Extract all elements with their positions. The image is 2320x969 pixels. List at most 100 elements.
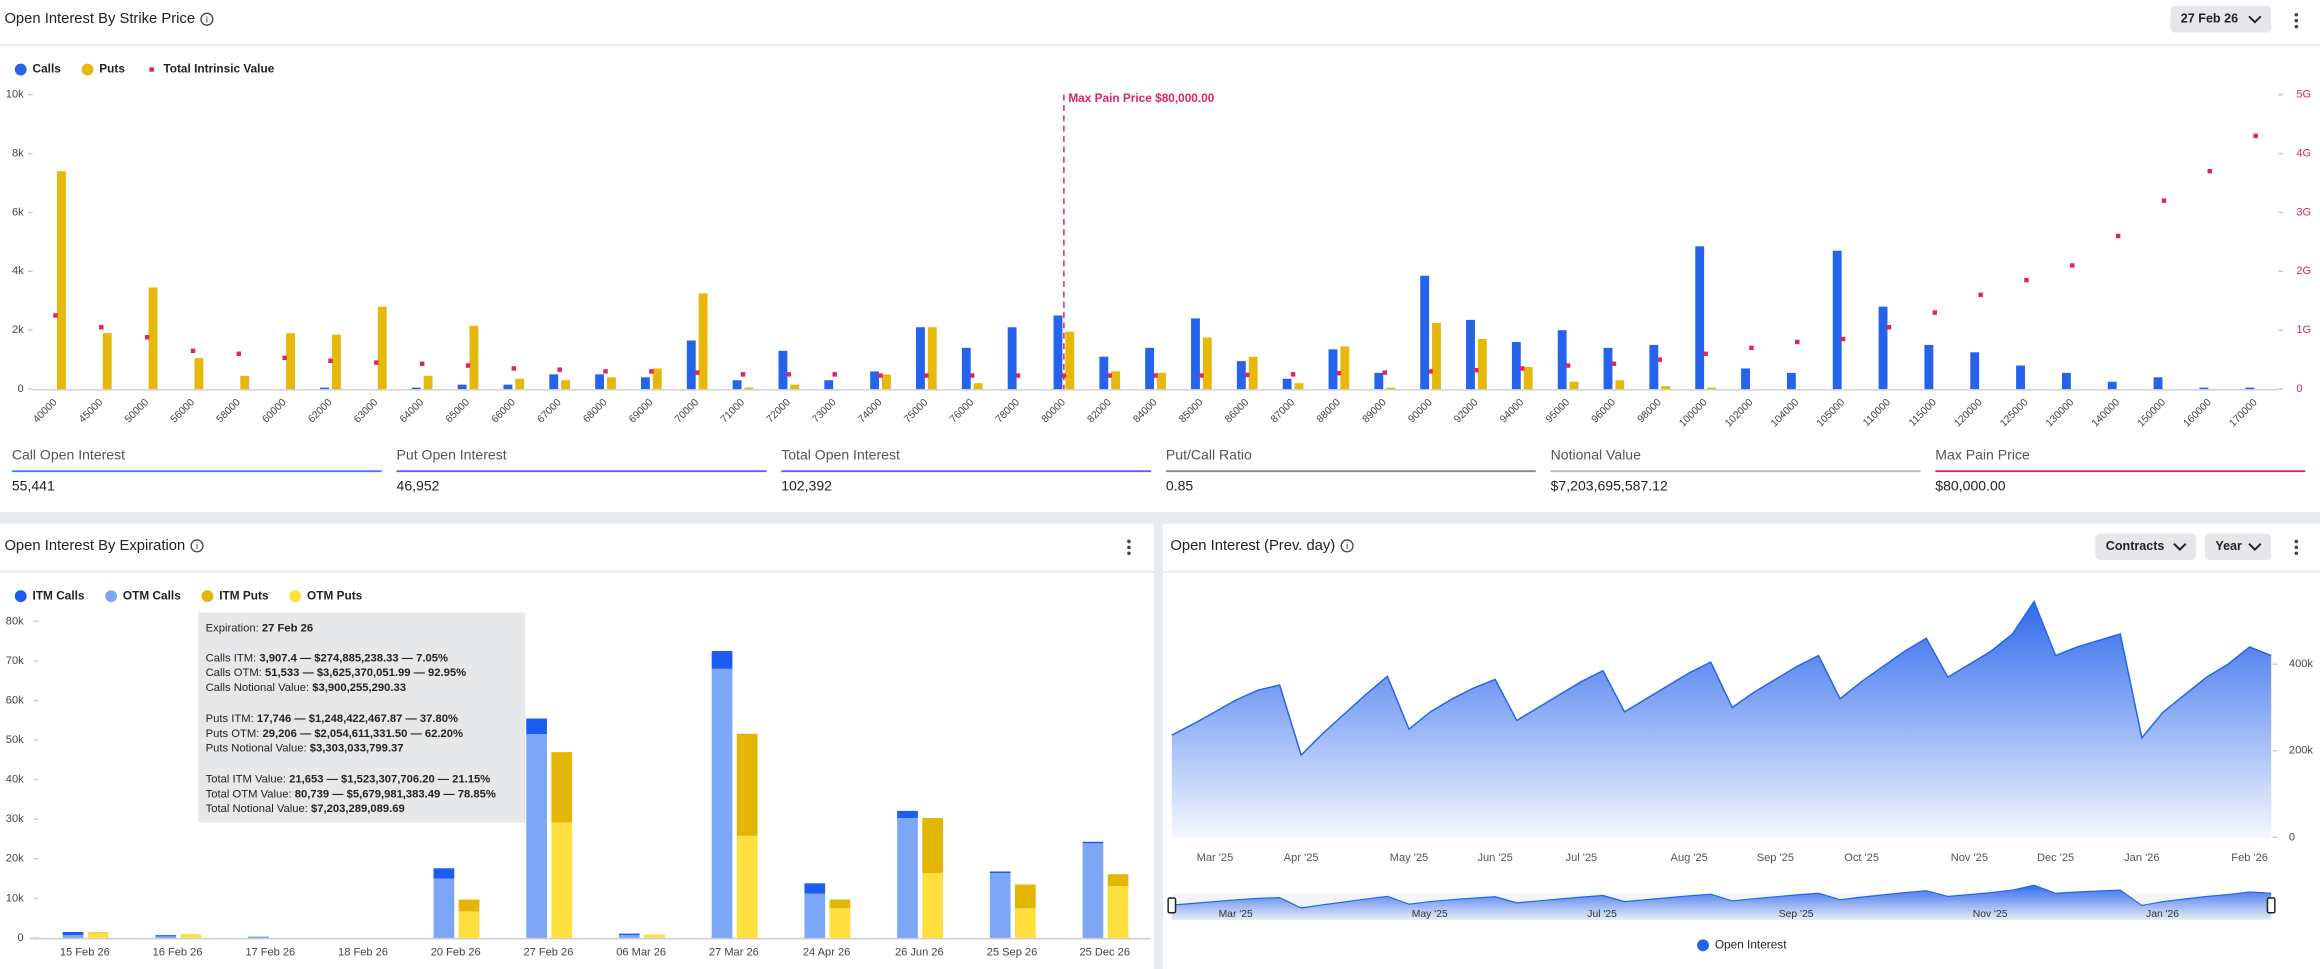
stat-value: $80,000.00 <box>1935 477 2005 493</box>
x-tick-label: 25 Sep 26 <box>987 947 1038 959</box>
intrinsic-value-point <box>1611 361 1617 366</box>
dropdown-button[interactable]: 27 Feb 26 <box>2170 5 2272 33</box>
bar-segment <box>155 935 177 937</box>
bar-segment <box>458 911 480 938</box>
bar <box>1615 380 1625 390</box>
bar-segment <box>1015 884 1036 909</box>
stat-label: Put Open Interest <box>397 446 507 462</box>
y-tick-label: 10k <box>6 892 24 904</box>
x-tick-label: 27 Mar 26 <box>709 947 759 959</box>
intrinsic-value-point <box>603 369 608 374</box>
info-icon <box>1340 539 1354 553</box>
info-icon-glyph: i <box>1346 541 1348 551</box>
intrinsic-value-point <box>1382 370 1387 375</box>
intrinsic-value-point <box>1840 336 1846 342</box>
y-tick-label: 2k <box>12 324 24 336</box>
bar <box>1569 381 1579 390</box>
x-tick-label: Sep '25 <box>1757 852 1794 864</box>
bar <box>606 377 616 390</box>
legend-label: OTM Puts <box>307 588 363 602</box>
dropdown-label: Year <box>2215 539 2242 553</box>
tooltip-line: Calls OTM: 51,533 — $3,625,370,051.99 — … <box>206 667 466 679</box>
y2-tick-label: 3G <box>2296 206 2311 218</box>
bar-segment <box>1082 843 1104 938</box>
bar <box>411 387 421 390</box>
tooltip-value: 27 Feb 26 <box>262 623 313 635</box>
intrinsic-value-point <box>1749 345 1754 351</box>
bar-segment <box>736 835 758 938</box>
x-tick-label: 16 Feb 26 <box>153 947 203 959</box>
x-tick-label: 17 Feb 26 <box>245 947 295 959</box>
y-tick-label: 80k <box>6 615 24 627</box>
navigator-handle[interactable] <box>1167 897 1177 914</box>
navigator-handle[interactable] <box>2266 897 2276 914</box>
bar <box>1340 346 1350 390</box>
y-tick-label: 30k <box>6 813 24 825</box>
intrinsic-value-point <box>1932 310 1938 315</box>
intrinsic-value-point <box>1565 363 1571 368</box>
bar-segment <box>551 822 573 938</box>
x-tick-label: Nov '25 <box>1951 852 1988 864</box>
y-tick-label: 400k <box>2289 658 2313 670</box>
bar <box>102 333 112 390</box>
bar <box>515 378 525 390</box>
intrinsic-value-point <box>1703 351 1708 356</box>
legend-swatch <box>14 63 27 76</box>
dropdown-button[interactable]: Contracts <box>2095 533 2197 560</box>
bar-segment <box>711 668 733 938</box>
x-tick-label: May '25 <box>1390 852 1428 864</box>
info-icon <box>200 12 214 26</box>
intrinsic-value-point <box>557 367 562 372</box>
intrinsic-value-point <box>190 348 196 354</box>
bar <box>927 327 937 390</box>
legend-label: Open Interest <box>1715 937 1787 951</box>
bar <box>1878 306 1888 390</box>
tooltip-line: Calls ITM: 3,907.4 — $274,885,238.33 — 7… <box>206 652 448 664</box>
bar-segment <box>618 935 640 938</box>
y-tick-label: 4k <box>12 265 24 277</box>
bar <box>732 380 742 390</box>
y-tick-label: 70k <box>6 655 24 667</box>
intrinsic-value-point <box>419 361 425 366</box>
bar <box>744 387 754 390</box>
panel-strike <box>0 0 2320 512</box>
tooltip-line: Total ITM Value: 21,653 — $1,523,307,706… <box>206 774 491 786</box>
legend-swatch <box>105 590 118 603</box>
bar <box>1248 356 1258 390</box>
bar <box>1603 347 1613 390</box>
bar <box>469 325 479 390</box>
legend-swatch <box>149 67 154 72</box>
bar-segment <box>736 733 758 836</box>
bar <box>286 333 296 390</box>
intrinsic-value-point <box>1290 372 1296 377</box>
panel-title: Open Interest By Strike Price <box>4 11 195 27</box>
bar <box>1386 387 1396 390</box>
area-fill <box>1171 601 2272 838</box>
bar-segment <box>829 899 851 909</box>
y-tick-label: 50k <box>6 734 24 746</box>
x-tick-label: 25 Dec 26 <box>1080 947 1131 959</box>
navigator-line <box>1171 884 2272 909</box>
menu-button[interactable] <box>2294 539 2299 556</box>
menu-button[interactable] <box>2294 13 2299 29</box>
bar-segment <box>922 873 943 938</box>
bar <box>1099 356 1109 390</box>
y2-tick-label: 2G <box>2296 265 2311 277</box>
bar <box>1328 349 1338 390</box>
chevron <box>2248 15 2262 24</box>
panel-title: Open Interest By Expiration <box>4 538 185 554</box>
intrinsic-value-point <box>282 355 287 361</box>
dropdown-button[interactable]: Year <box>2205 533 2272 560</box>
bar <box>698 293 708 390</box>
bar <box>1432 322 1441 390</box>
intrinsic-value-point <box>878 373 883 378</box>
menu-button[interactable] <box>1127 539 1131 556</box>
legend-label: Calls <box>33 62 62 76</box>
y-tick-label: 40k <box>6 774 24 786</box>
stat-value: 0.85 <box>1166 477 1194 493</box>
bar <box>1294 383 1304 390</box>
bar <box>1741 368 1750 390</box>
bar <box>1466 319 1475 390</box>
tooltip-value: 17,746 — $1,248,422,467.87 — 37.80% <box>257 713 458 725</box>
